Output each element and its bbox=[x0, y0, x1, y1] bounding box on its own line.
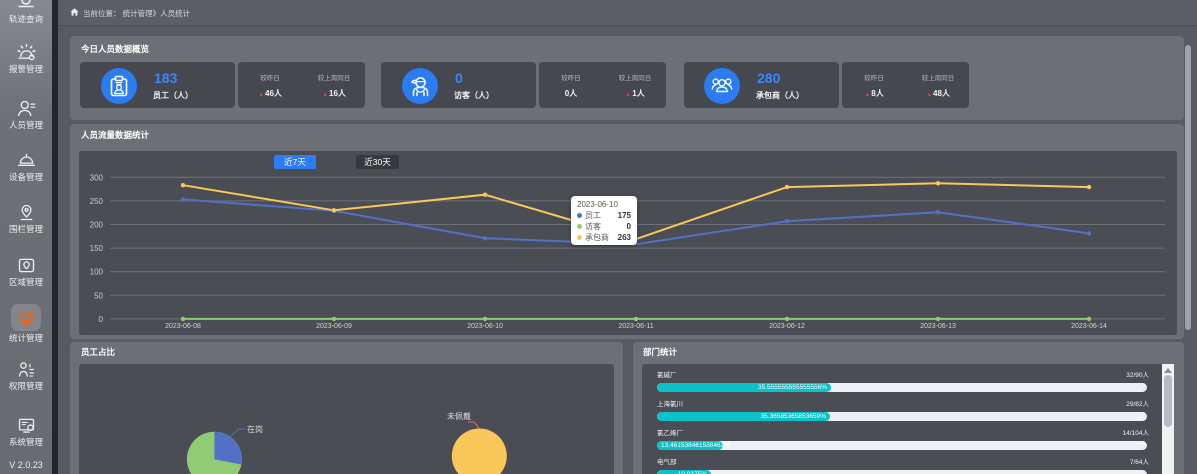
svg-text:2023-06-08: 2023-06-08 bbox=[165, 323, 201, 330]
svg-text:2023-06-11: 2023-06-11 bbox=[618, 323, 653, 330]
svg-text:250: 250 bbox=[90, 197, 104, 206]
svg-text:150: 150 bbox=[90, 244, 104, 253]
svg-text:200: 200 bbox=[90, 221, 104, 230]
svg-text:2023-06-09: 2023-06-09 bbox=[316, 323, 352, 330]
svg-text:2023-06-13: 2023-06-13 bbox=[920, 323, 956, 330]
svg-text:2023-06-12: 2023-06-12 bbox=[769, 323, 805, 330]
svg-text:在岗: 在岗 bbox=[247, 424, 263, 434]
svg-text:2023-06-10: 2023-06-10 bbox=[467, 323, 503, 330]
svg-text:2023-06-14: 2023-06-14 bbox=[1071, 323, 1107, 330]
svg-text:0: 0 bbox=[99, 315, 104, 324]
svg-text:未佩戴: 未佩戴 bbox=[447, 411, 471, 421]
svg-text:100: 100 bbox=[90, 268, 104, 277]
svg-text:300: 300 bbox=[90, 173, 104, 182]
svg-text:50: 50 bbox=[94, 291, 103, 300]
